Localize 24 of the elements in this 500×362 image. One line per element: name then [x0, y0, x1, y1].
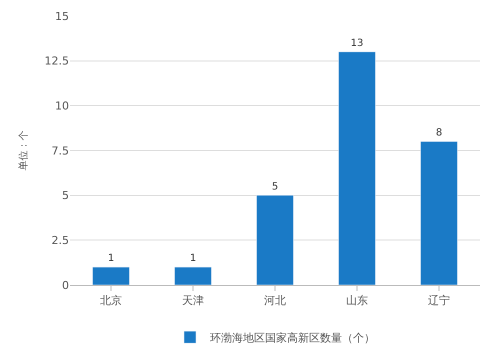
y-tick-label: 2.5: [52, 234, 69, 248]
y-tick-label: 5: [62, 189, 69, 202]
data-label: 8: [436, 128, 442, 139]
x-tick-label: 山东: [346, 294, 368, 308]
bar: [338, 52, 376, 285]
data-label: 5: [272, 181, 278, 192]
bar: [174, 266, 212, 285]
y-tick-label: 7.5: [52, 144, 69, 158]
data-label: 1: [108, 253, 114, 264]
x-tick-label: 北京: [100, 294, 122, 308]
bar: [420, 141, 458, 285]
bar: [92, 266, 130, 285]
y-axis-title: 单位：个: [18, 130, 30, 170]
x-tick-label: 河北: [264, 294, 286, 308]
x-tick-label: 辽宁: [428, 294, 450, 308]
bar: [256, 195, 294, 285]
x-tick-label: 天津: [182, 294, 204, 308]
data-label: 13: [350, 38, 364, 49]
data-label: 1: [190, 253, 196, 264]
y-tick-label: 12.5: [44, 54, 69, 68]
y-tick-label: 10: [55, 100, 69, 113]
y-tick-label: 0: [62, 278, 69, 292]
y-tick-label: 15: [55, 10, 69, 23]
legend-label: 环渤海地区国家高新区数量（个）: [210, 331, 375, 344]
